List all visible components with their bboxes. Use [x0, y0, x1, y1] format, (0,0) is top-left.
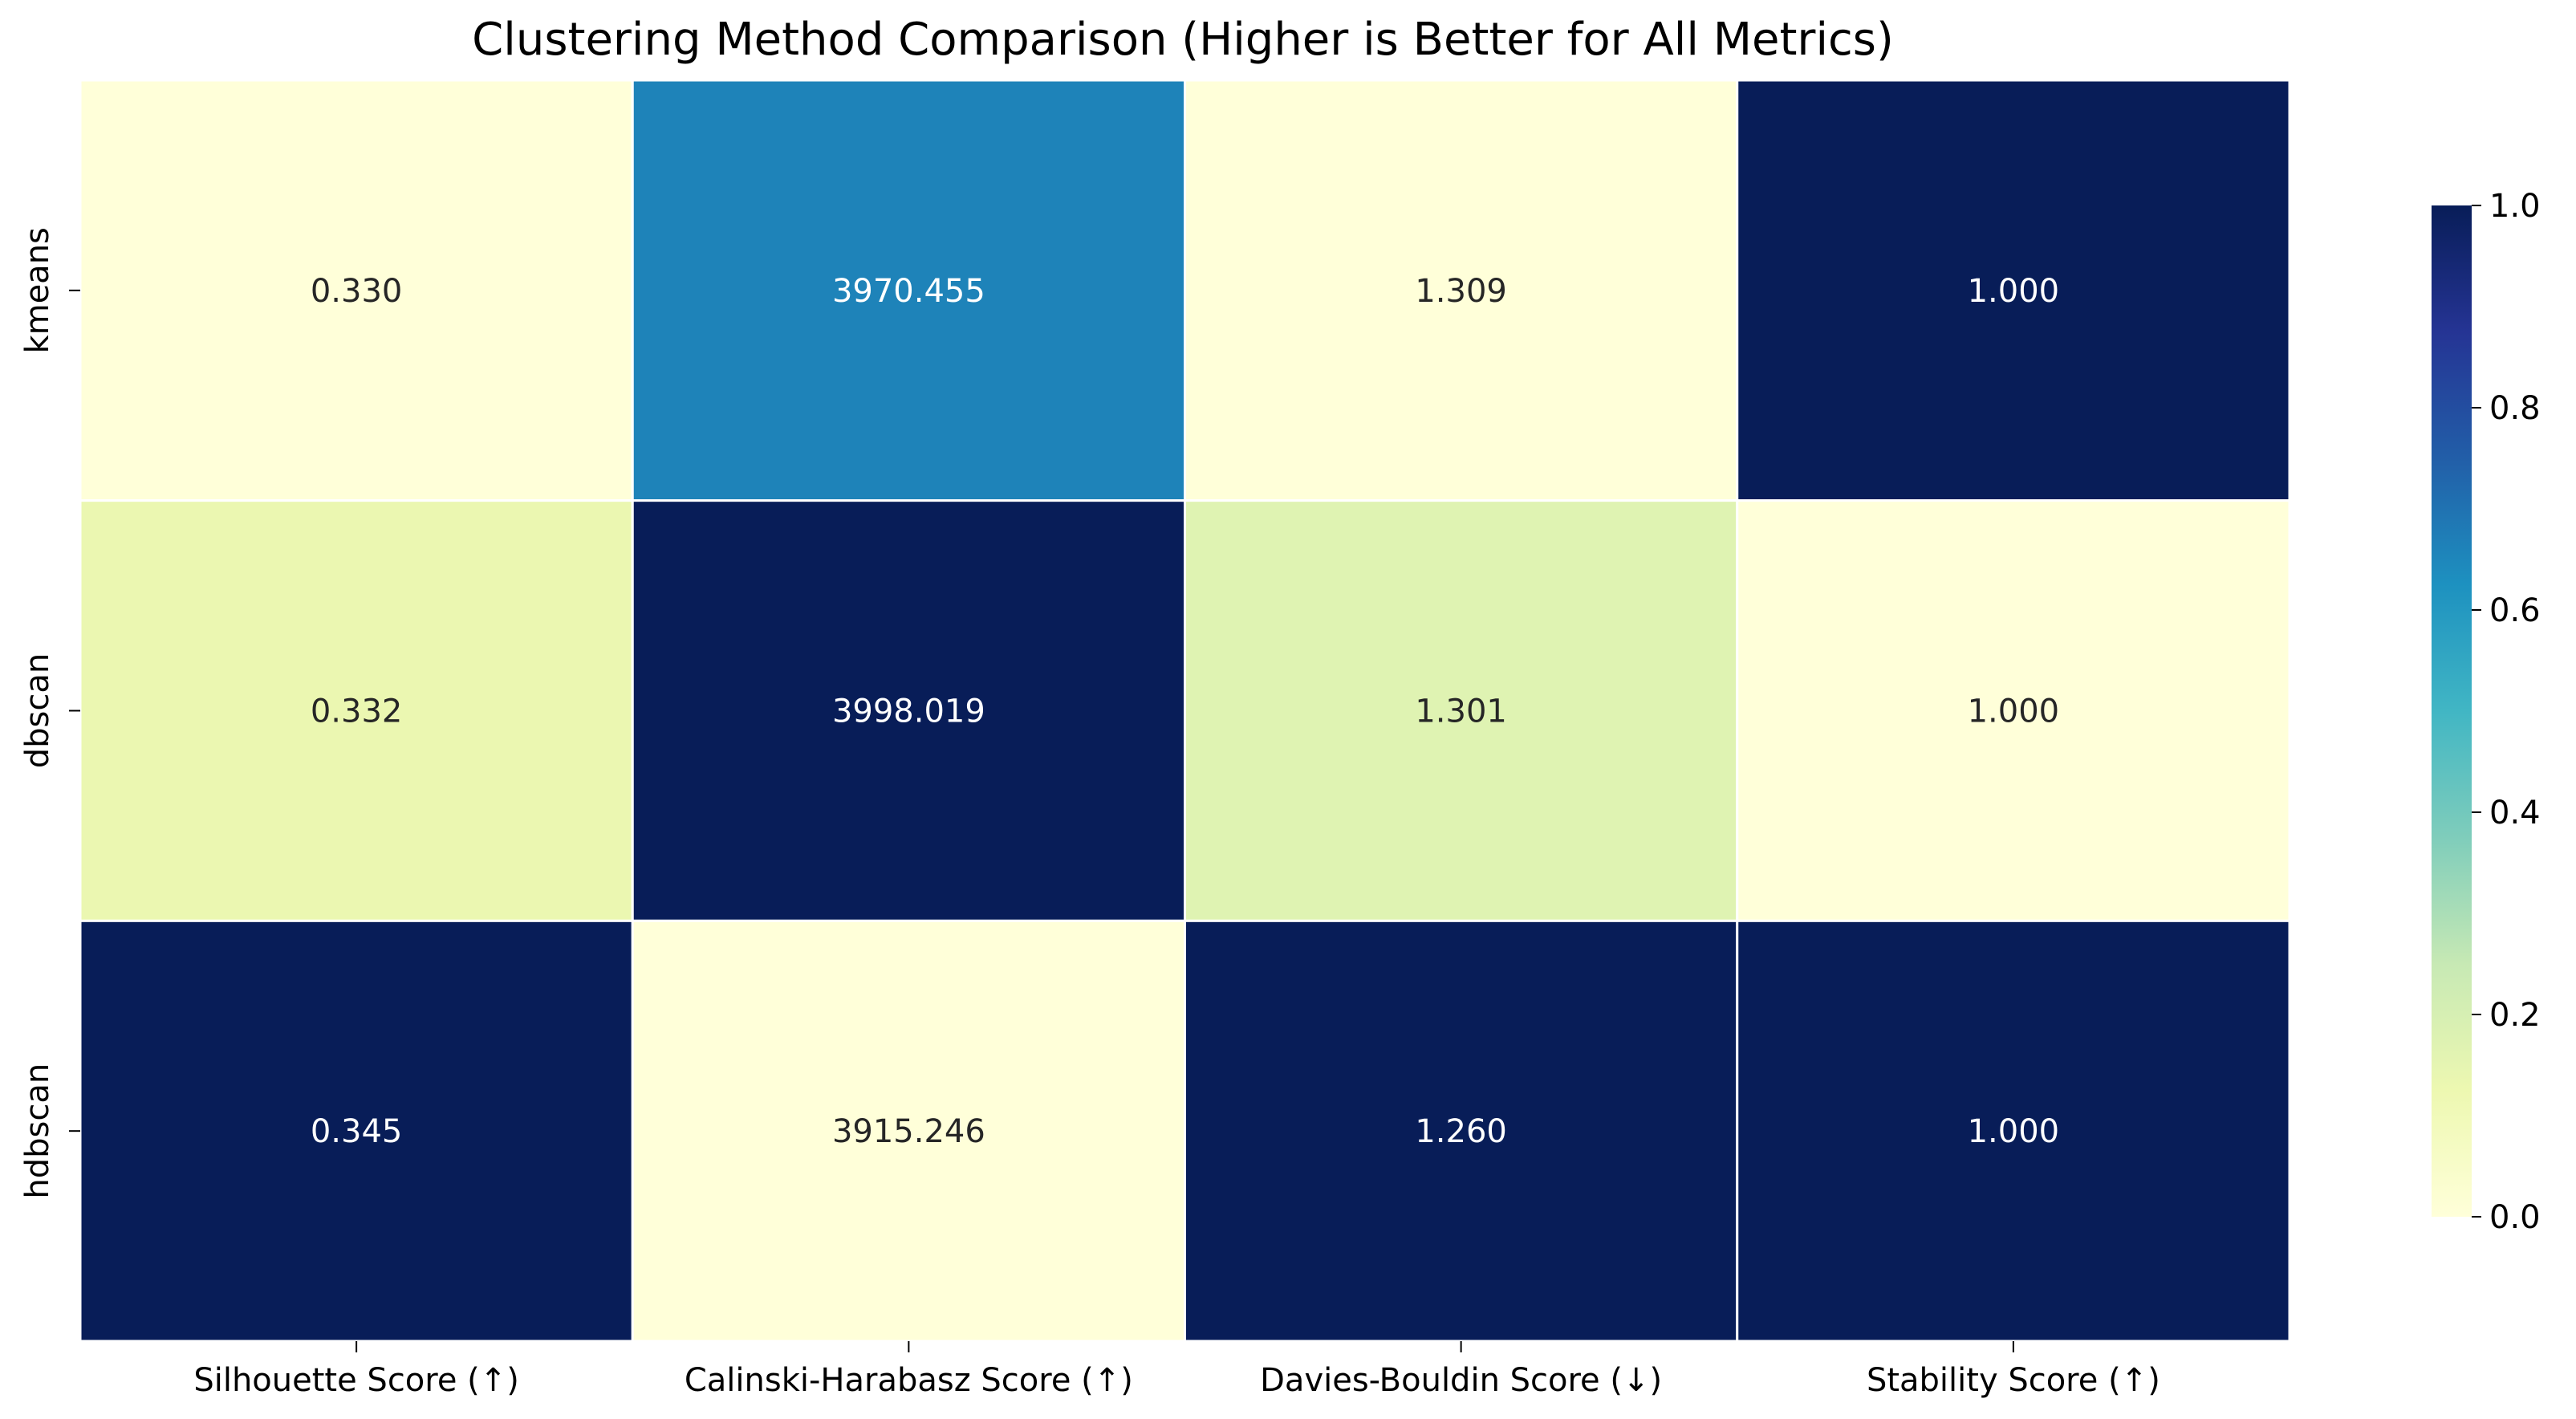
- cell-annotation: 1.260: [1415, 1113, 1507, 1150]
- heatmap-cell: [631, 79, 1186, 502]
- cell-annotation: 0.345: [311, 1113, 403, 1150]
- y-tick-label: dbscan: [19, 653, 56, 768]
- cell-annotation: 1.301: [1415, 693, 1507, 730]
- colorbar-tick-label: 0.4: [2489, 795, 2541, 831]
- cell-annotation: 0.330: [311, 273, 403, 310]
- colorbar-gradient: [2432, 205, 2472, 1217]
- cell-annotation: 1.000: [1968, 1113, 2060, 1150]
- cell-annotation: 1.000: [1968, 693, 2060, 730]
- heatmap-cell: [631, 919, 1186, 1343]
- colorbar-tick-label: 0.8: [2489, 390, 2541, 427]
- chart-title: Clustering Method Comparison (Higher is …: [472, 14, 1894, 66]
- axis-ticks: Silhouette Score (↑) Calinski-Harabasz Sc…: [19, 227, 2160, 1399]
- x-tick-label: Davies-Bouldin Score (↓): [1260, 1362, 1662, 1399]
- heatmap-cell: [1736, 919, 2291, 1343]
- colorbar-tick-label: 0.0: [2489, 1199, 2541, 1236]
- x-tick-label: Silhouette Score (↑): [193, 1362, 519, 1399]
- cell-annotations: 0.330 3970.455 1.309 1.000 0.332 3998.019 1.30…: [311, 273, 2059, 1150]
- cell-annotation: 1.000: [1968, 273, 2060, 310]
- cell-annotation: 0.332: [311, 693, 403, 730]
- heatmap-cell: [79, 499, 634, 922]
- heatmap-cell: [1184, 499, 1739, 922]
- x-tick-label: Stability Score (↑): [1867, 1362, 2160, 1399]
- cell-annotation: 3998.019: [832, 693, 985, 730]
- heatmap-cell: [1736, 79, 2291, 502]
- heatmap-cell: [1184, 79, 1739, 502]
- colorbar-tick-label: 1.0: [2489, 188, 2541, 225]
- y-tick-label: kmeans: [19, 227, 56, 353]
- heatmap-cell: [79, 79, 634, 502]
- y-tick-label: hdbscan: [19, 1063, 56, 1199]
- colorbar-ticks: 0.0 0.2 0.4 0.6 0.8 1.0: [2472, 188, 2541, 1236]
- cell-annotation: 3915.246: [832, 1113, 985, 1150]
- cell-annotation: 1.309: [1415, 273, 1507, 310]
- heatmap-cells: [79, 79, 2291, 1343]
- colorbar-tick-label: 0.2: [2489, 997, 2541, 1034]
- heatmap-cell: [631, 499, 1186, 922]
- heatmap-cell: [1736, 499, 2291, 922]
- colorbar: 0.0 0.2 0.4 0.6 0.8 1.0: [2432, 188, 2541, 1236]
- x-tick-label: Calinski-Harabasz Score (↑): [685, 1362, 1133, 1399]
- cell-annotation: 3970.455: [832, 273, 985, 310]
- colorbar-tick-label: 0.6: [2489, 592, 2541, 629]
